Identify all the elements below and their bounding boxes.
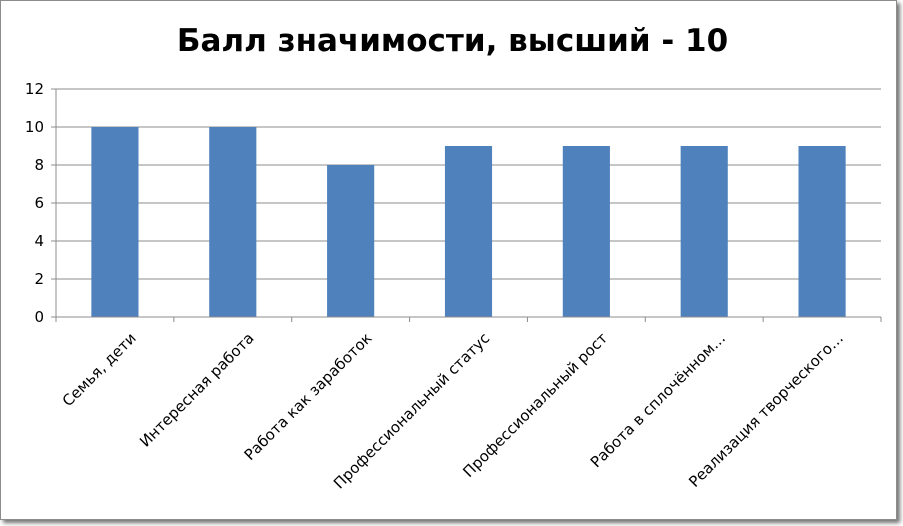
bar	[562, 146, 610, 317]
bar	[798, 146, 846, 317]
x-tick-label: Интересная работа	[136, 329, 258, 451]
x-tick-label: Работа как заработок	[241, 329, 376, 464]
x-tick-label: Работа в сплочённом…	[587, 329, 729, 471]
chart-title: Балл значимости, высший - 10	[176, 23, 729, 59]
x-tick-label: Семья, дети	[59, 329, 140, 410]
y-tick-label: 8	[34, 156, 44, 174]
bar	[327, 165, 375, 317]
y-tick-label: 2	[34, 270, 44, 288]
y-tick-label: 0	[34, 308, 44, 326]
y-tick-label: 10	[25, 118, 44, 136]
bar	[444, 146, 493, 317]
y-tick-label: 6	[34, 194, 44, 212]
bar	[91, 127, 139, 317]
y-tick-label: 4	[34, 232, 44, 250]
bar	[209, 127, 257, 317]
y-tick-label: 12	[25, 80, 44, 98]
bar	[680, 146, 728, 317]
